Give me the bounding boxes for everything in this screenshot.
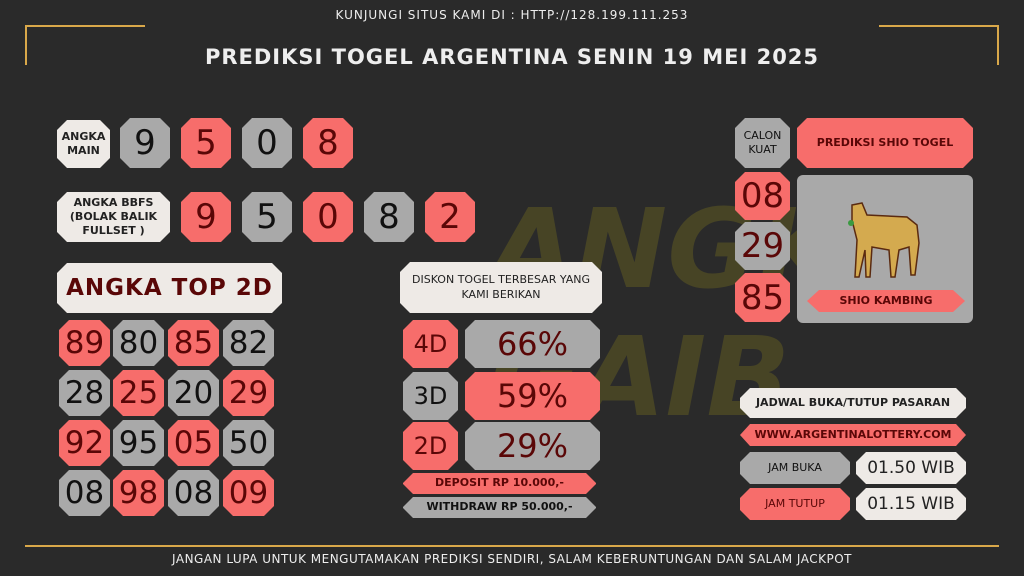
bbfs-label: ANGKA BBFS (BOLAK BALIK FULLSET ) bbox=[57, 192, 170, 242]
calon-kuat-label: CALON KUAT bbox=[735, 118, 790, 168]
jam-tutup-label: JAM TUTUP bbox=[740, 488, 850, 520]
page-title: PREDIKSI TOGEL ARGENTINA SENIN 19 MEI 20… bbox=[204, 45, 820, 69]
divider bbox=[25, 545, 999, 547]
corner-decoration bbox=[879, 25, 999, 65]
withdraw-info: WITHDRAW RP 50.000,- bbox=[403, 497, 596, 518]
shio-name: SHIO KAMBING bbox=[807, 290, 965, 312]
top-2d-number: 05 bbox=[168, 420, 219, 466]
top-2d-number: 29 bbox=[223, 370, 274, 416]
footer-text: JANGAN LUPA UNTUK MENGUTAMAKAN PREDIKSI … bbox=[172, 552, 852, 566]
top-2d-number: 50 bbox=[223, 420, 274, 466]
top-2d-number: 20 bbox=[168, 370, 219, 416]
calon-kuat-number: 08 bbox=[735, 172, 790, 220]
bbfs-digit: 2 bbox=[425, 192, 475, 242]
top-2d-number: 85 bbox=[168, 320, 219, 366]
shio-panel: SHIO KAMBING bbox=[797, 175, 973, 323]
top-2d-number: 25 bbox=[113, 370, 164, 416]
top-2d-number: 89 bbox=[59, 320, 110, 366]
top-2d-number: 80 bbox=[113, 320, 164, 366]
calon-kuat-number: 85 bbox=[735, 273, 790, 322]
top-2d-number: 28 bbox=[59, 370, 110, 416]
diskon-value: 59% bbox=[465, 372, 600, 420]
deposit-info: DEPOSIT RP 10.000,- bbox=[403, 473, 596, 494]
angka-main-label: ANGKA MAIN bbox=[57, 120, 110, 168]
prediksi-shio-title: PREDIKSI SHIO TOGEL bbox=[797, 118, 973, 168]
top-2d-number: 95 bbox=[113, 420, 164, 466]
site-url-text: KUNJUNGI SITUS KAMI DI : HTTP://128.199.… bbox=[335, 8, 689, 22]
diskon-label: 4D bbox=[403, 320, 458, 368]
diskon-value: 29% bbox=[465, 422, 600, 470]
top-2d-title: ANGKA TOP 2D bbox=[57, 263, 282, 313]
bbfs-digit: 9 bbox=[181, 192, 231, 242]
bbfs-digit: 8 bbox=[364, 192, 414, 242]
top-2d-number: 82 bbox=[223, 320, 274, 366]
jam-buka-value: 01.50 WIB bbox=[856, 452, 966, 484]
diskon-label: 2D bbox=[403, 422, 458, 470]
angka-main-digit: 0 bbox=[242, 118, 292, 168]
website-link[interactable]: WWW.ARGENTINALOTTERY.COM bbox=[740, 424, 966, 446]
top-2d-number: 08 bbox=[59, 470, 110, 516]
jam-buka-label: JAM BUKA bbox=[740, 452, 850, 484]
angka-main-digit: 5 bbox=[181, 118, 231, 168]
bbfs-digit: 0 bbox=[303, 192, 353, 242]
jadwal-title: JADWAL BUKA/TUTUP PASARAN bbox=[740, 388, 966, 418]
top-2d-number: 08 bbox=[168, 470, 219, 516]
corner-decoration bbox=[25, 25, 145, 65]
top-2d-number: 98 bbox=[113, 470, 164, 516]
diskon-label: 3D bbox=[403, 372, 458, 420]
angka-main-digit: 9 bbox=[120, 118, 170, 168]
goat-icon bbox=[848, 202, 920, 278]
top-2d-number: 92 bbox=[59, 420, 110, 466]
angka-main-digit: 8 bbox=[303, 118, 353, 168]
calon-kuat-number: 29 bbox=[735, 222, 790, 270]
diskon-title: DISKON TOGEL TERBESAR YANG KAMI BERIKAN bbox=[400, 262, 602, 313]
top-2d-number: 09 bbox=[223, 470, 274, 516]
bbfs-digit: 5 bbox=[242, 192, 292, 242]
jam-tutup-value: 01.15 WIB bbox=[856, 488, 966, 520]
diskon-value: 66% bbox=[465, 320, 600, 368]
